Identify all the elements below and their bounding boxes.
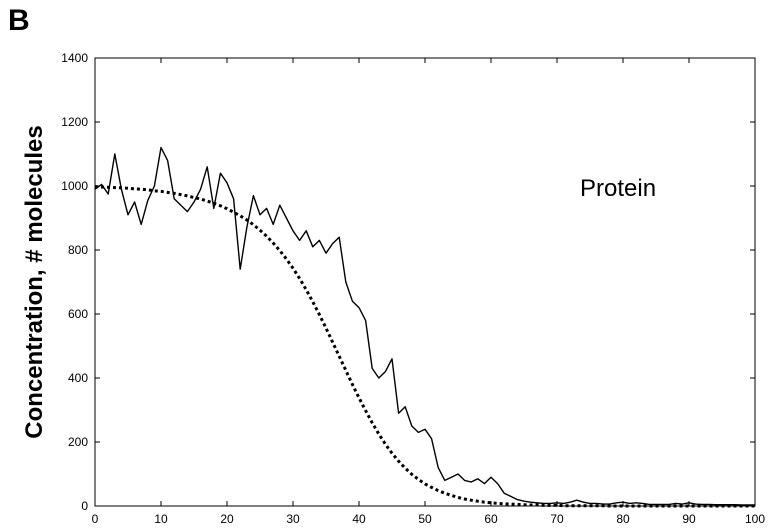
y-tick-label: 1000 <box>61 179 88 193</box>
y-axis-ticks: 0 200 400 600 800 1000 1200 1400 <box>61 51 755 513</box>
x-tick-label: 90 <box>682 512 696 526</box>
x-tick-label: 40 <box>352 512 366 526</box>
x-tick-label: 80 <box>616 512 630 526</box>
x-tick-label: 10 <box>154 512 168 526</box>
protein-annotation: Protein <box>580 175 656 202</box>
y-tick-label: 1200 <box>61 115 88 129</box>
y-tick-label: 800 <box>68 243 88 257</box>
series-layer <box>94 146 755 508</box>
y-tick-label: 200 <box>68 435 88 449</box>
x-tick-label: 100 <box>745 512 765 526</box>
x-axis-ticks: 0 10 20 30 40 50 60 70 80 90 100 <box>92 58 765 526</box>
x-tick-label: 0 <box>92 512 99 526</box>
x-tick-label: 20 <box>220 512 234 526</box>
plot-frame <box>94 57 756 507</box>
y-tick-label: 1400 <box>61 51 88 65</box>
y-tick-label: 0 <box>81 499 88 513</box>
x-tick-label: 50 <box>418 512 432 526</box>
simulation-line <box>94 146 755 506</box>
fitted-curve-dotted <box>94 185 755 508</box>
y-tick-label: 400 <box>68 371 88 385</box>
x-tick-label: 30 <box>286 512 300 526</box>
x-tick-label: 60 <box>484 512 498 526</box>
x-tick-label: 70 <box>550 512 564 526</box>
panel-label: B <box>8 4 30 37</box>
y-axis-label: Concentration, # molecules <box>21 125 48 438</box>
y-tick-label: 600 <box>68 307 88 321</box>
